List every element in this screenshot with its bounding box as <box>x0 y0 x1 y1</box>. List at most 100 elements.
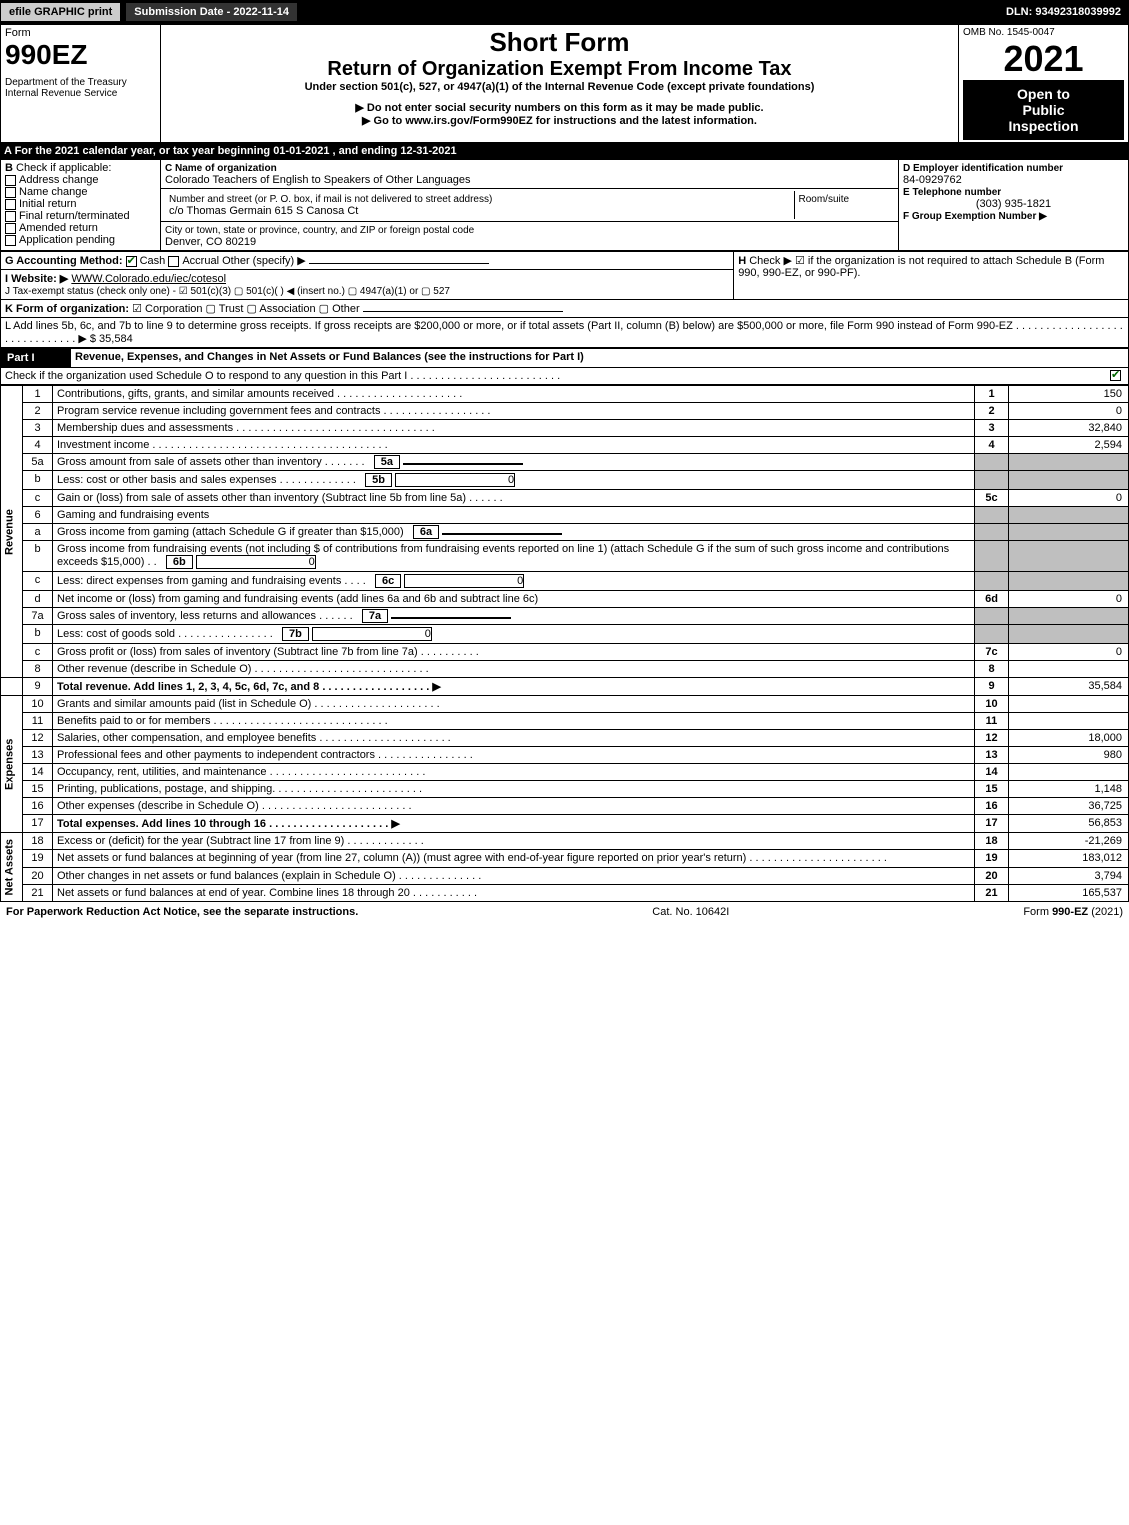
ln6a-subv <box>442 533 562 535</box>
chk-accrual[interactable] <box>168 256 179 267</box>
box-k-opts: ☑ Corporation ▢ Trust ▢ Association ▢ Ot… <box>132 303 360 315</box>
footer-mid: Cat. No. 10642I <box>652 906 729 918</box>
box-k-lbl: K Form of organization: <box>5 303 129 315</box>
ln16-num: 16 <box>23 798 53 815</box>
ln17-val: 56,853 <box>1009 815 1129 833</box>
ln7b-col <box>975 625 1009 644</box>
ln6d-text: Net income or (loss) from gaming and fun… <box>53 591 975 608</box>
ln21-text: Net assets or fund balances at end of ye… <box>53 885 975 902</box>
ln5a-col <box>975 454 1009 471</box>
ln5a-subv <box>403 463 523 465</box>
ln18-num: 18 <box>23 833 53 850</box>
ln5a-val <box>1009 454 1129 471</box>
ln7b-text: Less: cost of goods sold . . . . . . . .… <box>57 628 273 640</box>
ln12-text: Salaries, other compensation, and employ… <box>53 730 975 747</box>
footer-right: Form 990-EZ (2021) <box>1023 906 1123 918</box>
ssn-warning: ▶ Do not enter social security numbers o… <box>165 101 954 114</box>
ln21-col: 21 <box>975 885 1009 902</box>
ln19-val: 183,012 <box>1009 850 1129 867</box>
chk-application-pending[interactable] <box>5 235 16 246</box>
website-value[interactable]: WWW.Colorado.edu/iec/cotesol <box>71 273 226 285</box>
ln6a-num: a <box>23 524 53 541</box>
opt-name-change: Name change <box>19 186 88 198</box>
ln7b-subv: 0 <box>312 627 432 641</box>
chk-final-return[interactable] <box>5 211 16 222</box>
form-number: 990EZ <box>5 39 156 71</box>
ln5c-num: c <box>23 490 53 507</box>
ln5a-num: 5a <box>23 454 53 471</box>
ln17-text: Total expenses. Add lines 10 through 16 … <box>53 815 975 833</box>
ln7b-num: b <box>23 625 53 644</box>
ln5c-text: Gain or (loss) from sale of assets other… <box>53 490 975 507</box>
chk-name-change[interactable] <box>5 187 16 198</box>
ln5b-sub: 5b <box>365 473 392 487</box>
part1-check-line: Check if the organization used Schedule … <box>5 370 560 382</box>
ln19-text: Net assets or fund balances at beginning… <box>53 850 975 867</box>
ln6c-subv: 0 <box>404 574 524 588</box>
form-word: Form <box>5 27 156 39</box>
tax-year: 2021 <box>963 38 1124 80</box>
ln14-text: Occupancy, rent, utilities, and maintena… <box>53 764 975 781</box>
ln2-val: 0 <box>1009 403 1129 420</box>
dln-label: DLN: 93492318039992 <box>1006 6 1129 18</box>
chk-initial-return[interactable] <box>5 199 16 210</box>
ln5c-val: 0 <box>1009 490 1129 507</box>
chk-schedule-o[interactable] <box>1110 370 1121 381</box>
ln9-col: 9 <box>975 678 1009 696</box>
ln7a-col <box>975 608 1009 625</box>
ln3-val: 32,840 <box>1009 420 1129 437</box>
box-b-label: B <box>5 162 13 174</box>
ln1-text: Contributions, gifts, grants, and simila… <box>53 386 975 403</box>
box-k-other-line[interactable] <box>363 311 563 312</box>
ln7c-num: c <box>23 644 53 661</box>
ln7a-subv <box>391 617 511 619</box>
box-l-value: $ 35,584 <box>90 333 133 345</box>
city-lbl: City or town, state or province, country… <box>165 225 474 236</box>
ln7c-col: 7c <box>975 644 1009 661</box>
ln18-val: -21,269 <box>1009 833 1129 850</box>
ln13-num: 13 <box>23 747 53 764</box>
chk-cash[interactable] <box>126 256 137 267</box>
ln6c-col <box>975 572 1009 591</box>
ln17-num: 17 <box>23 815 53 833</box>
ln4-text: Investment income . . . . . . . . . . . … <box>53 437 975 454</box>
ln16-text: Other expenses (describe in Schedule O) … <box>53 798 975 815</box>
ln11-text: Benefits paid to or for members . . . . … <box>53 713 975 730</box>
ln4-num: 4 <box>23 437 53 454</box>
efile-print-button[interactable]: efile GRAPHIC print <box>0 2 121 22</box>
ln3-num: 3 <box>23 420 53 437</box>
ln6-text: Gaming and fundraising events <box>53 507 975 524</box>
part1-table: Revenue 1 Contributions, gifts, grants, … <box>0 385 1129 902</box>
ln11-col: 11 <box>975 713 1009 730</box>
goto-link[interactable]: ▶ Go to www.irs.gov/Form990EZ for instru… <box>165 114 954 127</box>
submission-date-button[interactable]: Submission Date - 2022-11-14 <box>125 2 298 22</box>
ln7a-num: 7a <box>23 608 53 625</box>
ln16-col: 16 <box>975 798 1009 815</box>
ln14-val <box>1009 764 1129 781</box>
ln7a-text: Gross sales of inventory, less returns a… <box>57 610 353 622</box>
ln6d-val: 0 <box>1009 591 1129 608</box>
ln10-num: 10 <box>23 696 53 713</box>
omb-number: OMB No. 1545-0047 <box>963 27 1124 38</box>
opt-address-change: Address change <box>19 174 99 186</box>
chk-amended-return[interactable] <box>5 223 16 234</box>
city-value: Denver, CO 80219 <box>165 236 256 248</box>
street-value: c/o Thomas Germain 615 S Canosa Ct <box>169 205 358 217</box>
other-specify-line[interactable] <box>309 263 489 264</box>
ln6-num: 6 <box>23 507 53 524</box>
ln12-num: 12 <box>23 730 53 747</box>
ln10-col: 10 <box>975 696 1009 713</box>
ln6c-sub: 6c <box>375 574 401 588</box>
part1-label: Part I <box>1 349 71 368</box>
ln3-text: Membership dues and assessments . . . . … <box>53 420 975 437</box>
ein-value: 84-0929762 <box>903 174 962 186</box>
box-h-lbl: H <box>738 255 746 267</box>
ln1-col: 1 <box>975 386 1009 403</box>
ln19-col: 19 <box>975 850 1009 867</box>
ln6a-val <box>1009 524 1129 541</box>
ln6c-text: Less: direct expenses from gaming and fu… <box>57 575 366 587</box>
ln6b-val <box>1009 541 1129 572</box>
chk-address-change[interactable] <box>5 175 16 186</box>
ln9-num: 9 <box>23 678 53 696</box>
ln18-text: Excess or (deficit) for the year (Subtra… <box>53 833 975 850</box>
